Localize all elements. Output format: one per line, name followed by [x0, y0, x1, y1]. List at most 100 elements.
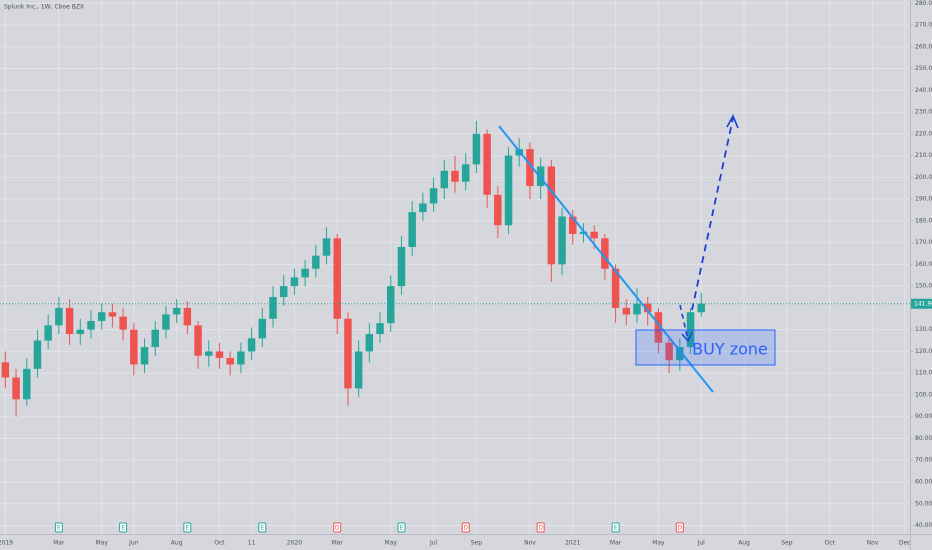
- trend-line: [498, 125, 714, 393]
- arrow-down: [679, 304, 689, 341]
- candle-body: [376, 323, 384, 335]
- event-label: E: [400, 525, 404, 532]
- candle-body: [55, 307, 63, 326]
- event-label: E: [57, 525, 61, 532]
- buy-zone-box: [635, 329, 776, 366]
- x-tick-label: Mar: [53, 540, 65, 547]
- candle-body: [108, 312, 117, 317]
- candle-body: [633, 303, 641, 315]
- x-tick-label: Mar: [332, 540, 344, 547]
- candle-body: [1, 362, 10, 378]
- candle-body: [333, 238, 341, 319]
- candle-body: [290, 277, 299, 287]
- y-tick-label: 220.00: [915, 130, 932, 137]
- candle-body: [494, 194, 502, 226]
- candle-body: [23, 368, 31, 400]
- x-tick-label: Oct: [214, 540, 225, 547]
- y-tick-label: 60.00: [915, 478, 932, 485]
- candle-body: [558, 216, 566, 265]
- x-tick-label: Oct: [825, 540, 836, 547]
- x-tick-label: 11: [248, 540, 256, 547]
- candle-body: [429, 188, 438, 204]
- x-tick-label: May: [652, 540, 665, 547]
- event-label: E: [614, 525, 618, 532]
- buy-zone-label: BUY zone: [692, 340, 768, 359]
- candle-body: [665, 342, 673, 361]
- x-tick-label: 2019: [0, 540, 13, 547]
- x-tick-label: Dec: [899, 540, 911, 547]
- event-marker: [119, 522, 128, 533]
- y-tick-label: 150.00: [915, 283, 932, 290]
- candle-body: [472, 133, 481, 165]
- candle-body: [569, 216, 577, 234]
- event-marker: [675, 522, 684, 533]
- candle-body: [226, 357, 234, 365]
- candle-body: [611, 268, 620, 308]
- event-marker: [611, 522, 620, 533]
- candle-body: [194, 325, 202, 356]
- candle-body: [215, 351, 224, 358]
- candle-body: [44, 325, 52, 341]
- candle-body: [140, 347, 149, 365]
- x-tick-label: May: [96, 540, 109, 547]
- candle-body: [87, 320, 95, 330]
- x-tick-label: Aug: [738, 540, 750, 547]
- candle-body: [258, 318, 267, 339]
- candle-body: [247, 338, 256, 352]
- candle-body: [697, 303, 705, 313]
- event-label: D: [463, 525, 468, 532]
- y-tick-label: 240.00: [915, 87, 932, 94]
- candle-body: [440, 170, 449, 189]
- candle-body: [676, 347, 684, 361]
- candle-body: [601, 238, 609, 269]
- y-tick-label: 210.00: [915, 152, 932, 159]
- y-tick-label: 200.00: [915, 174, 932, 181]
- y-tick-label: 100.00: [915, 391, 932, 398]
- y-tick-label: 90.00: [915, 413, 932, 420]
- y-tick-label: 260.00: [915, 43, 932, 50]
- y-tick-label: 70.00: [915, 457, 932, 464]
- grid: [0, 0, 910, 534]
- candle-body: [312, 255, 320, 269]
- candle-body: [76, 329, 85, 335]
- candle-body: [526, 149, 534, 187]
- candle-body: [172, 307, 181, 315]
- event-marker: [54, 522, 63, 533]
- candle-body: [504, 155, 513, 226]
- event-marker: [183, 522, 192, 533]
- candle-body: [183, 307, 192, 326]
- y-tick-label: 270.00: [915, 22, 932, 29]
- y-tick-label: 40.00: [915, 522, 932, 529]
- x-tick-label: May: [385, 540, 398, 547]
- y-tick-label: 130.00: [915, 326, 932, 333]
- candle-body: [365, 334, 374, 352]
- event-marker: [258, 522, 267, 533]
- y-tick-label: 120.00: [915, 348, 932, 355]
- x-tick-label: Jun: [128, 540, 139, 547]
- event-label: D: [678, 525, 683, 532]
- candle-body: [12, 377, 20, 400]
- candle-body: [654, 312, 663, 343]
- candle-body: [461, 164, 470, 182]
- y-tick-label: 80.00: [915, 435, 932, 442]
- x-tick-label: Jul: [697, 540, 706, 547]
- candle-body: [643, 303, 652, 313]
- candle-body: [354, 351, 363, 389]
- y-tick-label: 250.00: [915, 65, 932, 72]
- candle-body: [205, 351, 213, 356]
- chart-title: Splunk Inc., 1W, Cboe BZX: [4, 4, 84, 11]
- candle-body: [130, 329, 138, 365]
- candle-body: [33, 340, 42, 369]
- candle-body: [483, 133, 491, 195]
- y-tick-label: 170.00: [915, 239, 932, 246]
- candle-body: [65, 307, 74, 335]
- candle-body: [419, 203, 427, 213]
- event-marker: [333, 522, 342, 533]
- arrow-head: [681, 331, 693, 343]
- candle-body: [97, 312, 106, 321]
- event-marker: [397, 522, 406, 533]
- last-price-tag: [911, 298, 932, 309]
- candle-body: [322, 238, 331, 256]
